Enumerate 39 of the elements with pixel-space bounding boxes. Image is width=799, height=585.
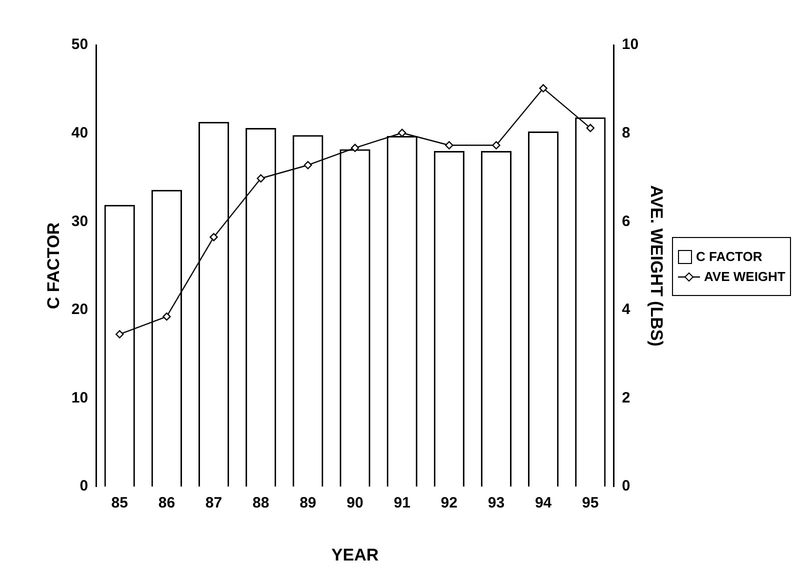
y-tick-label: 10	[71, 389, 88, 406]
y2-tick-label: 0	[622, 478, 630, 495]
y2-tick-label: 2	[622, 389, 630, 406]
y-tick-label: 30	[71, 212, 88, 230]
y-tick-label: 20	[71, 301, 88, 318]
x-tick-label: 86	[158, 494, 176, 512]
legend-label: AVE WEIGHT	[704, 269, 786, 284]
y-tick-label: 50	[71, 36, 88, 54]
x-tick-label: 88	[252, 494, 270, 512]
y2-tick-label: 10	[622, 36, 639, 54]
point	[304, 161, 312, 170]
x-tick-label: 94	[534, 494, 552, 512]
point	[445, 141, 454, 150]
y2-tick-label: 4	[622, 301, 631, 318]
point	[398, 128, 406, 137]
x-axis-title: YEAR	[331, 545, 379, 564]
point	[586, 124, 594, 132]
y-axis-title: C FACTOR	[44, 222, 63, 310]
point	[162, 312, 171, 321]
y2-axis-title: AVE. WEIGHT (LBS)	[647, 185, 666, 346]
x-tick-label: 92	[440, 494, 458, 512]
x-tick-label: 95	[582, 494, 599, 512]
x-tick-label: 85	[111, 494, 128, 512]
point	[539, 84, 548, 92]
x-tick-label: 89	[300, 494, 316, 512]
point	[492, 141, 500, 150]
point	[210, 232, 218, 242]
x-tick-label: 93	[488, 494, 505, 512]
y-tick-label: 40	[71, 124, 88, 142]
point	[116, 330, 124, 338]
x-tick-label: 91	[394, 494, 410, 512]
x-tick-label: 87	[205, 494, 222, 512]
y-tick-label: 0	[80, 478, 88, 495]
y2-tick-label: 8	[622, 124, 630, 142]
y2-tick-label: 6	[622, 212, 630, 230]
point	[256, 174, 265, 182]
x-tick-label: 90	[346, 494, 364, 512]
point	[350, 144, 360, 152]
legend-label: C FACTOR	[696, 249, 762, 264]
